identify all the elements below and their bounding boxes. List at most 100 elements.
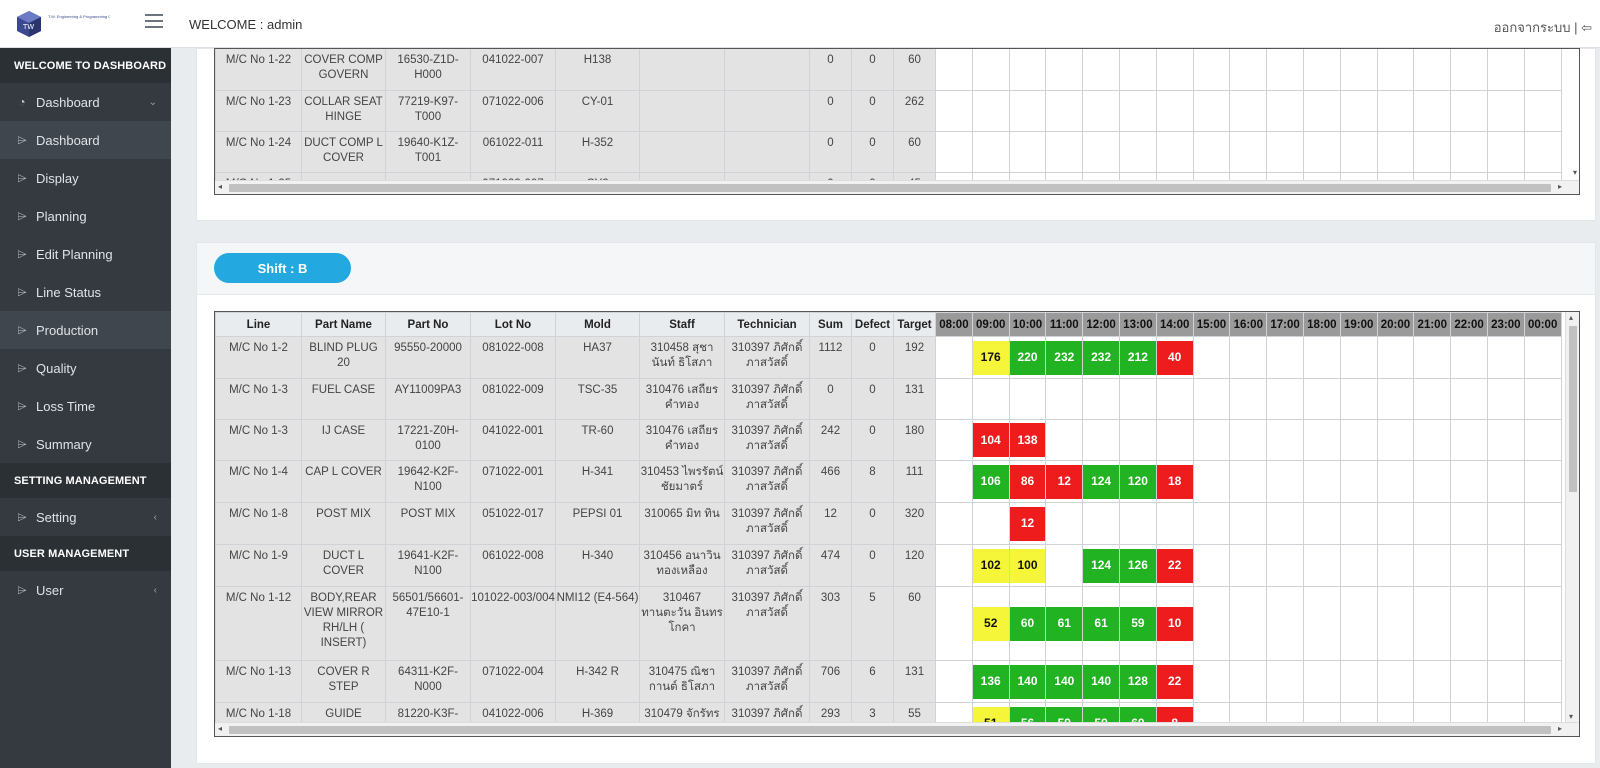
sidebar-item-edit-planning[interactable]: ⌲ Edit Planning [0,235,171,273]
sidebar-item-dashboard-group[interactable]: ◔ Dashboard ⌄ [0,83,171,121]
vertical-scrollbar[interactable]: ▴ ▾ [1565,312,1579,722]
hour-cell [1376,502,1415,545]
sidebar-item-dashboard[interactable]: ⌲ Dashboard [0,121,171,159]
output-block: 232 [1046,340,1082,375]
hour-cell [1523,90,1562,132]
cell-part-no: 16530-Z1D-H000 [385,49,471,91]
hour-cell [1266,544,1304,587]
cell-target: 60 [893,131,936,173]
scroll-down-icon[interactable]: ▾ [1572,168,1577,177]
section-user-management: USER MANAGEMENT [0,536,171,571]
hour-cell [935,378,973,420]
hour-cell [1450,586,1488,661]
cell-part-name: FUEL CASE [301,378,386,420]
cell-technician: 310397 ภิศักดิ์ ภาสวัสดิ์ [724,660,810,703]
cell-part-name: IJ CASE [301,419,386,461]
cell-staff: 310476 เสถียร คำทอง [639,419,725,461]
sidebar-item-label: Dashboard [36,132,100,148]
sidebar-item-user[interactable]: ⌲ User ‹ [0,571,171,609]
hour-cell: 126 [1118,544,1157,587]
cell-technician [724,131,810,173]
output-block: 140 [1083,664,1119,699]
sidebar-item-planning[interactable]: ⌲ Planning [0,197,171,235]
sidebar-item-loss-time[interactable]: ⌲ Loss Time [0,387,171,425]
table-row: M/C No 1-2 BLIND PLUG 20 95550-20000 081022… [215,336,1562,379]
output-block: 104 [973,423,1009,457]
scroll-up-icon[interactable]: ▴ [1569,313,1574,322]
cell-part-no: 56501/56601-47E10-1 [385,586,471,661]
output-block: 52 [973,606,1009,641]
scroll-right-icon[interactable]: ▸ [1557,724,1562,733]
section-welcome-to-dashboard: WELCOME TO DASHBOARD [0,48,171,83]
hamburger-menu-icon[interactable] [145,14,163,30]
cell-technician [724,90,810,132]
sidebar-item-label: Display [36,170,79,186]
shift-b-card-header [197,243,1595,295]
cell-mold: TR-60 [555,419,640,461]
shift-b-table[interactable]: Line Part Name Part No Lot No Mold Staff Techn… [214,311,1580,737]
logout-link[interactable]: ออกจากระบบ | ⇦ [1493,20,1592,35]
sidebar-item-quality[interactable]: ⌲ Quality [0,349,171,387]
sidebar-item-summary[interactable]: ⌲ Summary [0,425,171,463]
sidebar-item-line-status[interactable]: ⌲ Line Status [0,273,171,311]
hour-cell [1302,419,1341,461]
hour-cell [1523,419,1562,461]
cell-target: 131 [893,660,936,703]
hour-cell [1082,131,1120,173]
hour-cell [1376,378,1415,420]
tag-icon: ⌲ [17,436,27,451]
hour-cell [1118,131,1157,173]
hour-cell [1118,378,1157,420]
scroll-left-icon[interactable]: ◂ [218,724,223,733]
scroll-left-icon[interactable]: ◂ [218,182,223,191]
welcome-text: WELCOME : admin [189,17,303,32]
cell-staff: 310458 สุชานันท์ ธิโสภา [639,336,725,379]
hour-cell: 232 [1082,336,1120,379]
shift-a-table[interactable]: M/C No 1-22 COVER COMP GOVERN 16530-Z1D-H0… [214,48,1580,195]
hour-cell [1192,660,1231,703]
header-staff: Staff [639,312,725,337]
logo[interactable]: TW T.W. Engineering & Programming Co., L… [0,0,171,48]
scroll-down-icon[interactable]: ▾ [1569,712,1574,721]
hour-cell [1523,49,1562,91]
hour-cell [935,544,973,587]
hour-cell [1082,49,1120,91]
hour-cell [1229,49,1268,91]
hour-cell [935,460,973,503]
hour-cell [1339,49,1378,91]
sidebar-item-setting[interactable]: ⌲ Setting ‹ [0,498,171,536]
scroll-right-icon[interactable]: ▸ [1557,182,1562,191]
hour-cell [1008,90,1047,132]
scroll-thumb[interactable] [1569,326,1577,492]
header-hour: 13:00 [1118,312,1157,337]
horizontal-scrollbar[interactable]: ◂ ▸ [215,722,1579,736]
tag-icon: ⌲ [17,509,27,524]
sidebar-item-label: Setting [36,509,77,525]
horizontal-scrollbar[interactable]: ◂ ▸ [215,180,1579,194]
cell-staff: 310467 ทานตะวัน อินทรโกคา [639,586,725,661]
cell-target: 180 [893,419,936,461]
header-hour: 21:00 [1413,312,1452,337]
header-line: Line [215,312,302,337]
hour-cell [1339,586,1378,661]
sidebar: TW T.W. Engineering & Programming Co., L… [0,0,171,768]
output-block: 140 [1046,664,1082,699]
output-block: 61 [1046,606,1082,641]
sidebar-item-production[interactable]: ⌲ Production [0,311,171,349]
shift-b-button[interactable]: Shift : B [214,253,351,283]
scroll-thumb[interactable] [229,184,1551,192]
top-bar: WELCOME : admin ออกจากระบบ | ⇦ [145,0,1600,48]
hour-cell: 176 [971,336,1010,379]
sidebar-item-display[interactable]: ⌲ Display [0,159,171,197]
hour-cell [1302,544,1341,587]
cell-defect: 0 [851,502,894,545]
cell-line: M/C No 1-22 [215,49,302,91]
cell-sum: 0 [809,90,852,132]
cell-defect: 5 [851,586,894,661]
scroll-thumb[interactable] [229,726,1551,734]
output-block: 136 [973,664,1009,699]
header-part-name: Part Name [301,312,386,337]
output-block: 12 [1010,506,1045,541]
cell-part-name: COLLAR SEAT HINGE [301,90,386,132]
output-block: 232 [1083,340,1119,375]
